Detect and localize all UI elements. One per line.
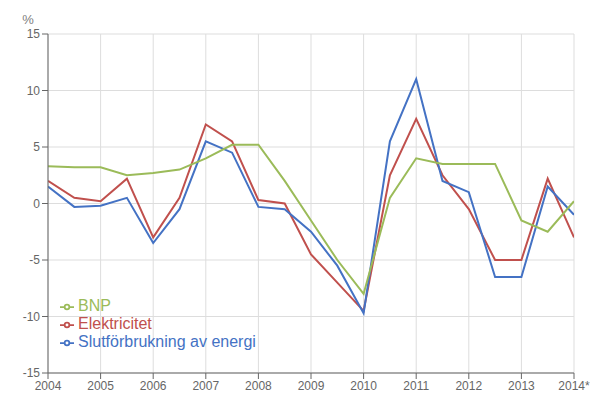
svg-text:2011: 2011 (403, 379, 429, 393)
svg-text:2006: 2006 (140, 379, 167, 393)
svg-text:-10: -10 (23, 310, 41, 324)
svg-text:0: 0 (33, 197, 40, 211)
svg-text:2014*: 2014* (558, 379, 590, 393)
svg-text:10: 10 (27, 84, 41, 98)
svg-text:2005: 2005 (87, 379, 114, 393)
svg-text:2012: 2012 (455, 379, 482, 393)
svg-text:2009: 2009 (298, 379, 325, 393)
svg-text:2013: 2013 (508, 379, 535, 393)
svg-text:2007: 2007 (192, 379, 219, 393)
svg-text:2008: 2008 (245, 379, 272, 393)
html-text:Slutförbrukning av energi: Slutförbrukning av energi (78, 333, 256, 350)
svg-text:%: % (22, 12, 34, 27)
svg-text:2004: 2004 (35, 379, 62, 393)
html-text:Elektricitet: Elektricitet (78, 315, 152, 332)
svg-text:2010: 2010 (350, 379, 377, 393)
html-text:BNP: BNP (78, 297, 111, 314)
svg-text:15: 15 (27, 27, 41, 41)
svg-text:-5: -5 (29, 253, 40, 267)
svg-text:5: 5 (33, 140, 40, 154)
svg-text:-15: -15 (23, 366, 41, 380)
